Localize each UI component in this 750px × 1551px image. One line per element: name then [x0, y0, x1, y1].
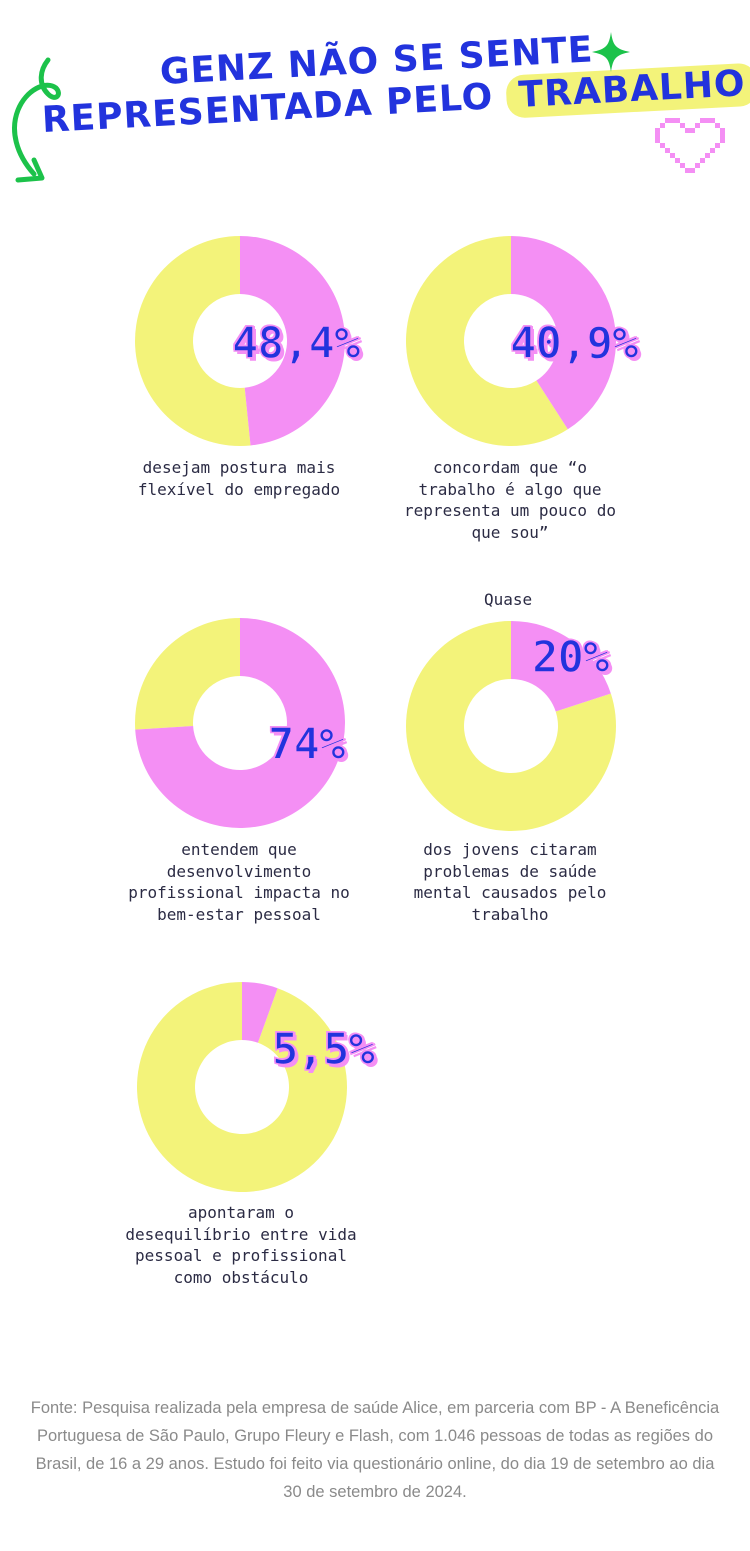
donut-slice-remainder	[406, 621, 616, 831]
chart-2-value-label: 40,9%	[509, 317, 639, 370]
donut-chart-3	[134, 617, 346, 833]
chart-3-caption: entendem que desenvolvimento profissiona…	[128, 840, 350, 924]
sparkle-icon	[592, 32, 630, 72]
donut-slice-value	[242, 982, 278, 1043]
chart-4-value-label: 20%	[531, 631, 610, 684]
chart-5-caption: apontaram o desequilíbrio entre vida pes…	[125, 1203, 357, 1287]
donut-slice-value	[240, 236, 345, 446]
donut-slice-remainder	[136, 982, 347, 1192]
donut-slice-remainder	[135, 618, 240, 730]
donut-slice-remainder	[135, 236, 251, 446]
donut-slice-value	[511, 236, 616, 430]
chart-2-caption: concordam que “o trabalho é algo que rep…	[404, 458, 616, 542]
chart-1-caption: desejam postura mais flexível do emprega…	[137, 458, 341, 499]
donut-slice-value	[135, 618, 345, 828]
chart-4-prefix: Quase	[484, 590, 533, 609]
source-note: Fonte: Pesquisa realizada pela empresa d…	[30, 1399, 720, 1501]
chart-3-value-label: 74%	[267, 718, 346, 771]
donut-slice-remainder	[406, 236, 568, 447]
donut-chart-4	[405, 620, 617, 836]
donut-chart-5	[136, 981, 348, 1197]
donut-chart-1	[134, 235, 346, 451]
chart-4-caption: dos jovens citaram problemas de saúde me…	[413, 840, 607, 924]
donut-chart-2	[405, 235, 617, 451]
donut-slice-value	[511, 621, 611, 712]
curly-arrow-icon	[12, 57, 61, 183]
chart-1-value-label: 48,4%	[231, 317, 361, 370]
chart-5-value-label: 5,5%	[271, 1023, 375, 1076]
title-area: GENZ NÃO SE SENTE REPRESENTADA PELO TRAB…	[0, 0, 750, 200]
pixel-heart-icon	[655, 118, 725, 173]
